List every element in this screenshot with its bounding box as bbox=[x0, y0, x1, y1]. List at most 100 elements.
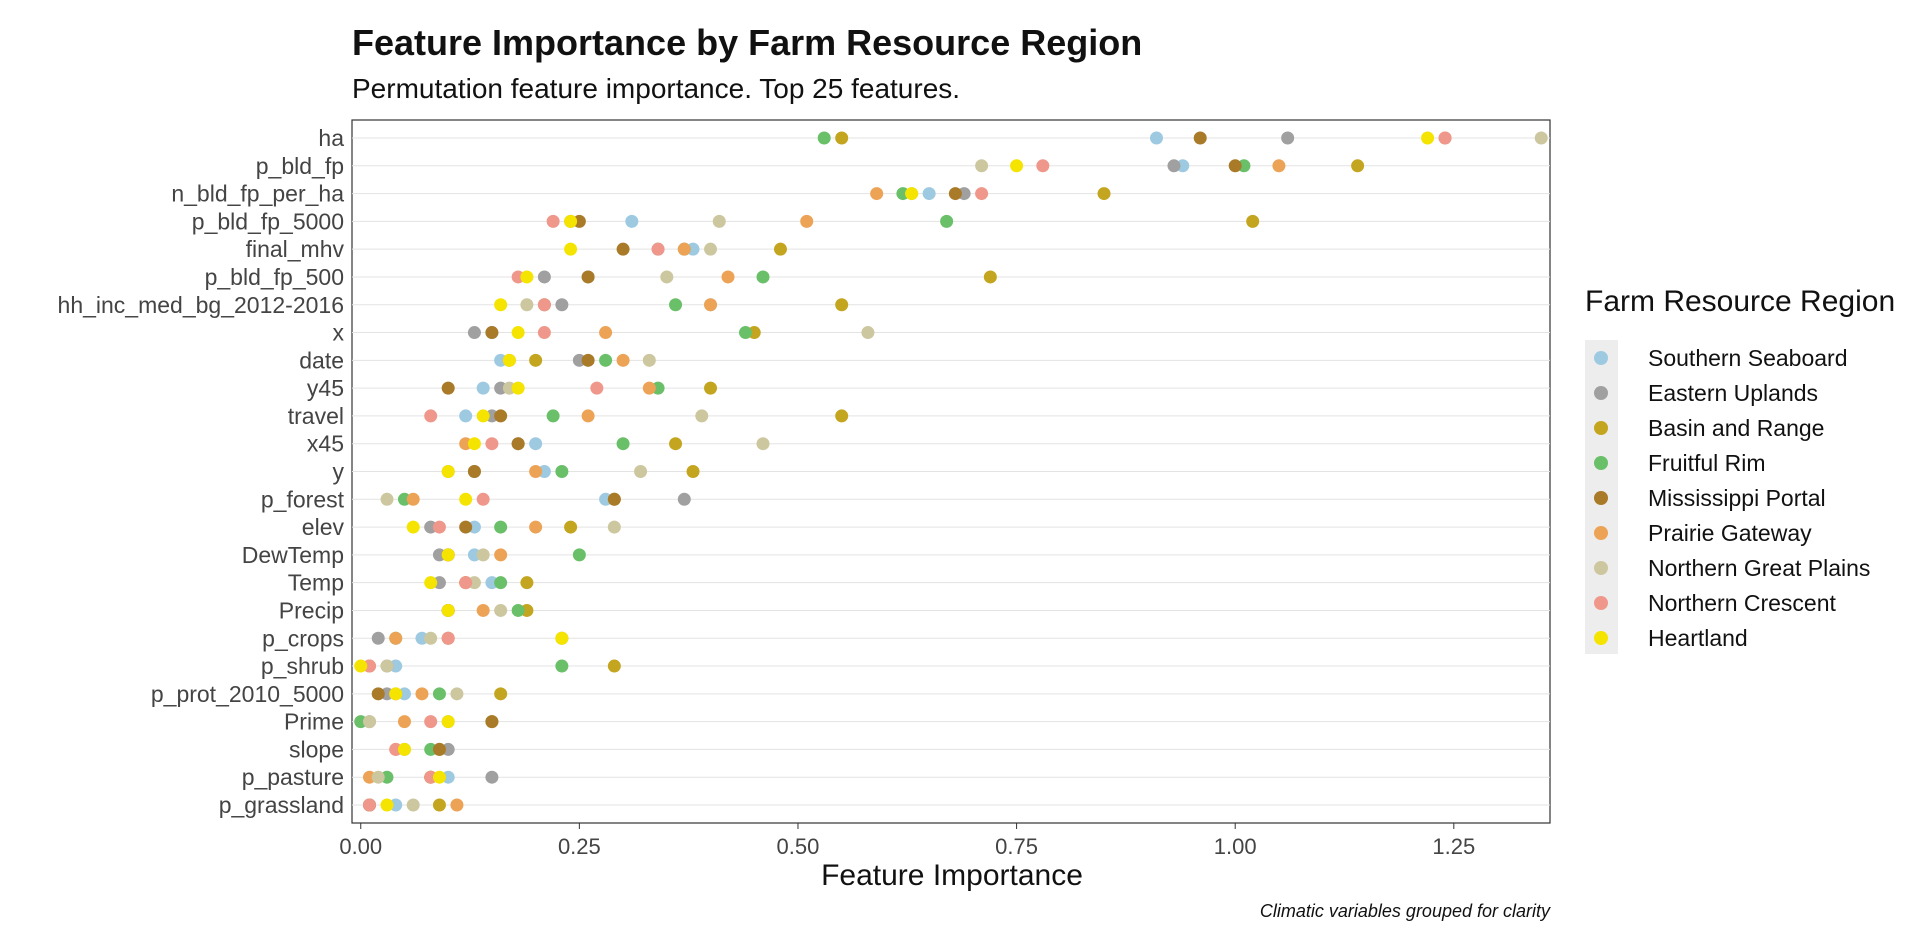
point-mississippi-portal-p_bld_fp_500 bbox=[581, 270, 595, 284]
legend-label: Northern Crescent bbox=[1648, 590, 1837, 616]
legend-label: Eastern Uplands bbox=[1648, 380, 1818, 406]
point-heartland-y bbox=[441, 465, 455, 478]
legend-label: Mississippi Portal bbox=[1648, 485, 1826, 511]
legend-key bbox=[1594, 456, 1608, 470]
point-heartland-p_bld_fp_500 bbox=[520, 270, 534, 284]
legend-key bbox=[1594, 561, 1608, 575]
point-northern-great-plains-p_prot_2010_5000 bbox=[450, 687, 464, 701]
point-northern-great-plains-p_bld_fp_500 bbox=[660, 270, 674, 284]
point-basin-and-range-y bbox=[686, 465, 700, 478]
legend-key bbox=[1594, 596, 1608, 610]
point-prairie-gateway-y45 bbox=[642, 381, 656, 395]
point-basin-and-range-p_bld_fp bbox=[1351, 159, 1365, 173]
point-mississippi-portal-n_bld_fp_per_ha bbox=[948, 187, 962, 201]
point-fruitful-rim-Temp bbox=[494, 576, 508, 590]
chart-subtitle: Permutation feature importance. Top 25 f… bbox=[352, 73, 960, 104]
point-basin-and-range-elev bbox=[564, 520, 578, 534]
point-basin-and-range-p_bld_fp_5000 bbox=[1246, 214, 1260, 228]
y-axis-labels: hap_bld_fpn_bld_fp_per_hap_bld_fp_5000fi… bbox=[58, 125, 345, 818]
point-southern-seaboard-x45 bbox=[529, 437, 543, 451]
point-prairie-gateway-hh_inc_med_bg_2012-2016 bbox=[704, 298, 718, 312]
y-tick-label: Prime bbox=[284, 709, 344, 735]
chart-caption: Climatic variables grouped for clarity bbox=[1260, 901, 1551, 921]
point-fruitful-rim-p_prot_2010_5000 bbox=[432, 687, 446, 701]
point-northern-great-plains-travel bbox=[695, 409, 709, 423]
point-prairie-gateway-final_mhv bbox=[677, 242, 691, 256]
point-northern-great-plains-x bbox=[861, 326, 875, 340]
point-northern-great-plains-p_pasture bbox=[371, 770, 385, 784]
point-northern-great-plains-p_shrub bbox=[380, 659, 394, 673]
legend-key bbox=[1594, 351, 1608, 365]
point-mississippi-portal-x45 bbox=[511, 437, 525, 451]
point-northern-great-plains-final_mhv bbox=[704, 242, 718, 256]
point-mississippi-portal-elev bbox=[459, 520, 473, 534]
y-tick-label: elev bbox=[302, 514, 345, 540]
point-mississippi-portal-p_bld_fp bbox=[1228, 159, 1242, 173]
point-northern-great-plains-ha bbox=[1534, 131, 1548, 145]
y-tick-label: hh_inc_med_bg_2012-2016 bbox=[58, 292, 344, 318]
point-prairie-gateway-p_forest bbox=[406, 492, 420, 506]
point-southern-seaboard-p_bld_fp_5000 bbox=[625, 214, 639, 228]
legend-label: Fruitful Rim bbox=[1648, 450, 1766, 476]
y-tick-label: p_grassland bbox=[219, 792, 344, 818]
point-mississippi-portal-Prime bbox=[485, 715, 499, 729]
x-tick-label: 1.00 bbox=[1214, 834, 1257, 859]
x-tick-label: 0.00 bbox=[339, 834, 382, 859]
point-northern-great-plains-y bbox=[634, 465, 648, 478]
point-northern-crescent-y45 bbox=[590, 381, 604, 395]
legend-label: Southern Seaboard bbox=[1648, 345, 1848, 371]
point-fruitful-rim-ha bbox=[817, 131, 831, 145]
point-northern-great-plains-p_bld_fp_5000 bbox=[712, 214, 726, 228]
point-northern-great-plains-p_forest bbox=[380, 492, 394, 506]
point-heartland-p_crops bbox=[555, 631, 569, 645]
point-eastern-uplands-p_bld_fp_500 bbox=[537, 270, 551, 284]
point-northern-crescent-p_forest bbox=[476, 492, 490, 506]
point-fruitful-rim-Precip bbox=[511, 603, 525, 617]
y-tick-label: x bbox=[333, 320, 345, 346]
point-northern-crescent-p_bld_fp bbox=[1036, 159, 1050, 173]
point-prairie-gateway-Prime bbox=[397, 715, 411, 729]
point-southern-seaboard-n_bld_fp_per_ha bbox=[922, 187, 936, 201]
point-northern-great-plains-elev bbox=[607, 520, 621, 534]
point-eastern-uplands-hh_inc_med_bg_2012-2016 bbox=[555, 298, 569, 312]
y-tick-label: p_forest bbox=[261, 486, 345, 512]
point-northern-crescent-elev bbox=[432, 520, 446, 534]
y-tick-label: slope bbox=[289, 736, 344, 762]
point-heartland-x bbox=[511, 326, 525, 340]
point-prairie-gateway-x bbox=[599, 326, 613, 340]
y-tick-label: y bbox=[333, 459, 345, 485]
point-fruitful-rim-p_bld_fp_5000 bbox=[940, 214, 954, 228]
point-mississippi-portal-p_prot_2010_5000 bbox=[371, 687, 385, 701]
point-heartland-date bbox=[502, 353, 516, 367]
point-prairie-gateway-elev bbox=[529, 520, 543, 534]
point-northern-crescent-p_crops bbox=[441, 631, 455, 645]
y-tick-label: p_crops bbox=[262, 625, 344, 651]
y-tick-label: p_pasture bbox=[242, 764, 344, 790]
point-basin-and-range-n_bld_fp_per_ha bbox=[1097, 187, 1111, 201]
point-mississippi-portal-final_mhv bbox=[616, 242, 630, 256]
y-tick-label: date bbox=[299, 347, 344, 373]
point-heartland-x45 bbox=[467, 437, 481, 451]
point-prairie-gateway-travel bbox=[581, 409, 595, 423]
point-heartland-n_bld_fp_per_ha bbox=[905, 187, 919, 201]
point-fruitful-rim-travel bbox=[546, 409, 560, 423]
point-northern-great-plains-p_grassland bbox=[406, 798, 420, 812]
point-eastern-uplands-p_forest bbox=[677, 492, 691, 506]
point-basin-and-range-y45 bbox=[704, 381, 718, 395]
point-heartland-Precip bbox=[441, 603, 455, 617]
point-prairie-gateway-p_bld_fp_5000 bbox=[800, 214, 814, 228]
y-tick-label: p_prot_2010_5000 bbox=[151, 681, 344, 707]
point-mississippi-portal-date bbox=[581, 353, 595, 367]
point-heartland-p_bld_fp_5000 bbox=[564, 214, 578, 228]
legend-key bbox=[1594, 491, 1608, 505]
point-southern-seaboard-travel bbox=[459, 409, 473, 423]
point-northern-great-plains-x45 bbox=[756, 437, 770, 451]
point-basin-and-range-ha bbox=[835, 131, 849, 145]
y-tick-label: DewTemp bbox=[242, 542, 344, 568]
point-heartland-travel bbox=[476, 409, 490, 423]
points-layer bbox=[354, 131, 1548, 812]
x-axis-ticks: 0.00 0.25 0.50 0.75 1.00 1.25 bbox=[339, 823, 1475, 859]
point-fruitful-rim-hh_inc_med_bg_2012-2016 bbox=[669, 298, 683, 312]
